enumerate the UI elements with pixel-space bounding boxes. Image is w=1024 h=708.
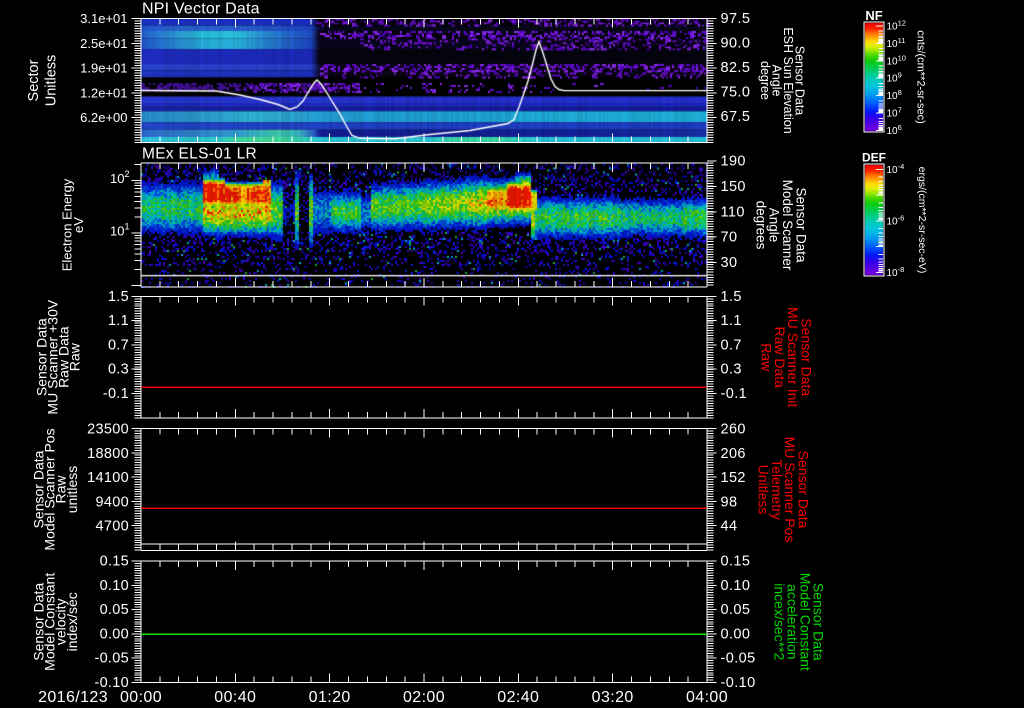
svg-text:03:20: 03:20 xyxy=(592,689,634,706)
svg-text:Sensor DataModel ScannerAngled: Sensor DataModel ScannerAngledegrees xyxy=(753,180,808,271)
svg-text:90.0: 90.0 xyxy=(721,36,751,52)
svg-text:150: 150 xyxy=(721,179,746,195)
svg-text:-0.05: -0.05 xyxy=(721,651,756,667)
svg-text:102: 102 xyxy=(110,169,129,186)
svg-text:DEF: DEF xyxy=(862,151,886,165)
svg-text:-0.10: -0.10 xyxy=(94,675,129,691)
svg-text:18800: 18800 xyxy=(87,446,129,462)
svg-text:-0.1: -0.1 xyxy=(721,386,748,402)
svg-text:260: 260 xyxy=(721,422,746,438)
svg-text:101: 101 xyxy=(110,222,129,239)
svg-text:0.15: 0.15 xyxy=(100,554,129,570)
svg-text:10-4: 10-4 xyxy=(887,162,905,176)
svg-text:10-8: 10-8 xyxy=(887,265,905,279)
svg-text:10-6: 10-6 xyxy=(887,213,905,227)
svg-text:04:00: 04:00 xyxy=(686,689,728,706)
svg-text:Sensor DataMU Scanner PosTelem: Sensor DataMU Scanner PosTelemetryUnitle… xyxy=(756,437,812,543)
svg-text:30: 30 xyxy=(721,255,738,271)
svg-text:-0.1: -0.1 xyxy=(103,386,129,402)
svg-text:1011: 1011 xyxy=(887,36,906,50)
svg-text:152: 152 xyxy=(721,470,746,486)
svg-text:0.10: 0.10 xyxy=(721,578,751,594)
svg-text:4700: 4700 xyxy=(96,519,129,535)
svg-text:Sensor DataMU Scanner InitRaw: Sensor DataMU Scanner InitRaw DataRaw xyxy=(759,307,815,407)
svg-text:0.3: 0.3 xyxy=(108,362,129,378)
svg-text:NPI Vector Data: NPI Vector Data xyxy=(142,1,260,18)
svg-text:109: 109 xyxy=(887,71,902,85)
svg-text:1.1: 1.1 xyxy=(108,313,129,329)
svg-text:70: 70 xyxy=(721,230,738,246)
svg-text:-0.10: -0.10 xyxy=(721,675,756,691)
svg-text:Sensor DataModel Scanner PosRa: Sensor DataModel Scanner PosRawunitless xyxy=(31,428,80,550)
svg-text:00:40: 00:40 xyxy=(214,689,256,706)
svg-text:0.10: 0.10 xyxy=(100,578,129,594)
svg-text:0.15: 0.15 xyxy=(721,554,751,570)
svg-text:23500: 23500 xyxy=(87,422,129,438)
svg-text:106: 106 xyxy=(887,123,902,137)
svg-text:190: 190 xyxy=(721,154,746,170)
svg-text:98: 98 xyxy=(721,494,738,510)
svg-text:108: 108 xyxy=(887,88,902,102)
svg-text:1012: 1012 xyxy=(887,18,906,32)
svg-text:0.00: 0.00 xyxy=(721,626,751,642)
svg-text:107: 107 xyxy=(887,106,902,120)
svg-text:97.5: 97.5 xyxy=(721,11,751,27)
svg-text:1.1: 1.1 xyxy=(721,313,742,329)
svg-text:cnts/(cm**2-sr-sec): cnts/(cm**2-sr-sec) xyxy=(915,30,927,124)
svg-text:67.5: 67.5 xyxy=(721,109,751,125)
svg-text:0.7: 0.7 xyxy=(108,337,129,353)
svg-text:-0.05: -0.05 xyxy=(94,651,129,667)
svg-text:75.0: 75.0 xyxy=(721,85,751,101)
svg-text:02:00: 02:00 xyxy=(403,689,445,706)
svg-text:9400: 9400 xyxy=(96,494,129,510)
svg-text:0.7: 0.7 xyxy=(721,337,742,353)
svg-text:1.9e+01: 1.9e+01 xyxy=(80,61,127,76)
svg-text:Sensor DataModel Constantveloc: Sensor DataModel Constantvelocityindex/s… xyxy=(31,573,80,671)
svg-text:NF: NF xyxy=(865,8,882,23)
svg-text:0.3: 0.3 xyxy=(721,362,742,378)
svg-text:1.5: 1.5 xyxy=(108,289,129,305)
svg-text:3.1e+01: 3.1e+01 xyxy=(80,11,127,26)
svg-text:0.05: 0.05 xyxy=(100,602,129,618)
svg-text:110: 110 xyxy=(721,204,745,220)
svg-text:2016/123: 2016/123 xyxy=(38,689,108,706)
svg-text:206: 206 xyxy=(721,446,746,462)
svg-text:ergs/(cm**2-sr-sec-eV): ergs/(cm**2-sr-sec-eV) xyxy=(916,167,928,274)
svg-text:82.5: 82.5 xyxy=(721,60,751,76)
svg-text:Sensor DataESH Sun ElevationAn: Sensor DataESH Sun ElevationAngledegree xyxy=(758,27,807,133)
svg-text:00:00: 00:00 xyxy=(120,689,162,706)
svg-text:14100: 14100 xyxy=(87,470,129,486)
svg-text:1.2e+01: 1.2e+01 xyxy=(80,85,127,100)
svg-text:Electron EnergyeV: Electron EnergyeV xyxy=(60,178,87,271)
svg-text:Sensor DataModel Constantaccel: Sensor DataModel Constantaccelerationinc… xyxy=(772,573,827,671)
svg-text:01:20: 01:20 xyxy=(309,689,351,706)
svg-text:1.5: 1.5 xyxy=(721,289,742,305)
svg-text:1010: 1010 xyxy=(887,53,906,67)
svg-text:MEx ELS-01 LR: MEx ELS-01 LR xyxy=(142,146,257,163)
svg-text:0.05: 0.05 xyxy=(721,602,751,618)
svg-text:0.00: 0.00 xyxy=(100,626,129,642)
svg-text:6.2e+00: 6.2e+00 xyxy=(80,110,127,125)
svg-text:02:40: 02:40 xyxy=(497,689,539,706)
svg-text:44: 44 xyxy=(721,519,738,535)
svg-text:2.5e+01: 2.5e+01 xyxy=(80,36,127,51)
svg-text:Sensor DataMU Scanner +30VRaw: Sensor DataMU Scanner +30VRaw DataRaw xyxy=(34,299,83,414)
